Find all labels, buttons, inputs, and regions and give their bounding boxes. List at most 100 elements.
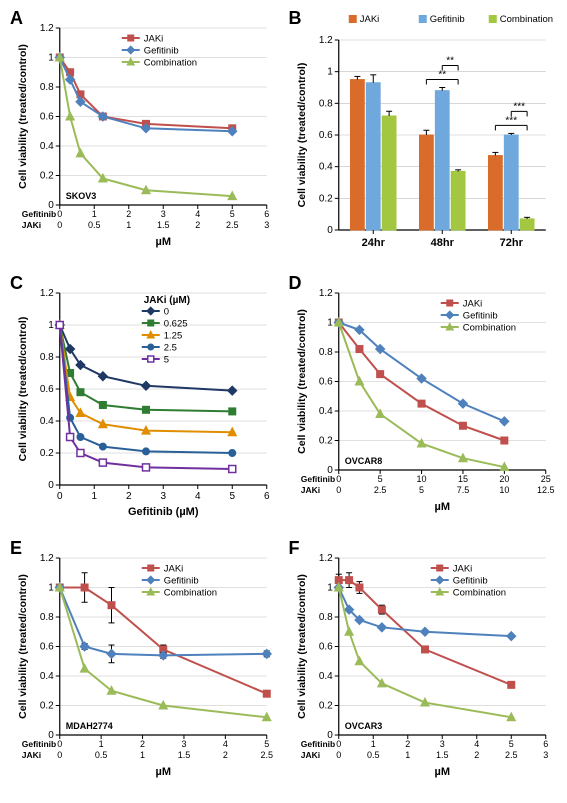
panel-label-D: D — [289, 273, 302, 294]
svg-text:1.2: 1.2 — [318, 288, 332, 299]
svg-text:0.8: 0.8 — [40, 612, 54, 623]
svg-text:4: 4 — [195, 209, 200, 219]
svg-text:5: 5 — [164, 355, 169, 366]
svg-text:1.2: 1.2 — [40, 553, 54, 564]
svg-text:0: 0 — [164, 307, 169, 318]
svg-text:3: 3 — [264, 220, 269, 230]
panel-label-A: A — [10, 8, 23, 29]
panel-A: A00.20.40.60.811.2012345600.511.522.53Ge… — [10, 10, 279, 260]
svg-text:JAKi: JAKi — [462, 299, 482, 310]
svg-text:1: 1 — [126, 220, 131, 230]
svg-text:Cell viability (treated/contro: Cell viability (treated/control) — [295, 309, 307, 454]
svg-text:0.5: 0.5 — [366, 750, 379, 760]
svg-text:2: 2 — [405, 739, 410, 749]
svg-text:0: 0 — [57, 491, 63, 502]
svg-text:6: 6 — [264, 209, 269, 219]
svg-text:1: 1 — [99, 739, 104, 749]
svg-text:1: 1 — [48, 583, 54, 594]
panel-F: F00.20.40.60.811.2012345600.511.522.53Ge… — [289, 540, 558, 790]
svg-text:**: ** — [446, 56, 454, 67]
svg-text:SKOV3: SKOV3 — [66, 191, 97, 201]
panel-label-B: B — [289, 8, 302, 29]
svg-text:2.5: 2.5 — [164, 343, 177, 354]
svg-text:***: *** — [513, 101, 525, 112]
svg-text:JAKi (µM): JAKi (µM) — [144, 295, 190, 306]
svg-text:6: 6 — [543, 739, 548, 749]
svg-text:2.5: 2.5 — [260, 750, 273, 760]
svg-text:JAKi: JAKi — [300, 750, 319, 760]
svg-text:Cell viability (treated/contro: Cell viability (treated/control) — [17, 44, 29, 189]
svg-text:Gefitinib: Gefitinib — [22, 739, 56, 749]
panel-C: C00.20.40.60.811.20123456Gefitinib (µM)C… — [10, 275, 279, 525]
svg-text:3: 3 — [543, 750, 548, 760]
svg-text:1: 1 — [327, 67, 333, 78]
svg-text:1.25: 1.25 — [164, 331, 183, 342]
svg-text:0: 0 — [327, 225, 333, 236]
svg-text:0.6: 0.6 — [318, 377, 332, 388]
panel-B: B00.20.40.60.811.224hr48hr72hrCell viabi… — [289, 10, 558, 260]
svg-text:0.2: 0.2 — [318, 701, 332, 712]
svg-text:2: 2 — [223, 750, 228, 760]
svg-text:JAKi: JAKi — [22, 220, 41, 230]
svg-text:1.2: 1.2 — [318, 35, 332, 46]
svg-text:3: 3 — [181, 739, 186, 749]
svg-text:1: 1 — [370, 739, 375, 749]
svg-text:JAKi: JAKi — [300, 485, 319, 495]
svg-text:Cell viability (treated/contro: Cell viability (treated/control) — [17, 574, 29, 719]
svg-text:1: 1 — [92, 209, 97, 219]
svg-text:µM: µM — [434, 766, 450, 778]
svg-text:0.5: 0.5 — [95, 750, 108, 760]
svg-text:0.4: 0.4 — [318, 162, 332, 173]
svg-text:1: 1 — [140, 750, 145, 760]
svg-text:Gefitinib: Gefitinib — [429, 14, 464, 25]
svg-text:OVCAR3: OVCAR3 — [344, 721, 382, 731]
svg-text:2.5: 2.5 — [373, 485, 386, 495]
svg-text:Cell viability (treated/contro: Cell viability (treated/control) — [295, 574, 307, 719]
svg-text:JAKi: JAKi — [164, 564, 184, 575]
svg-text:7.5: 7.5 — [456, 485, 469, 495]
panel-label-F: F — [289, 538, 300, 559]
svg-text:10: 10 — [416, 474, 426, 484]
svg-text:1.5: 1.5 — [178, 750, 191, 760]
svg-text:3: 3 — [161, 209, 166, 219]
svg-text:1: 1 — [91, 491, 97, 502]
svg-text:2: 2 — [195, 220, 200, 230]
svg-text:MDAH2774: MDAH2774 — [66, 721, 113, 731]
svg-text:0.6: 0.6 — [318, 130, 332, 141]
svg-text:0.625: 0.625 — [164, 319, 188, 330]
svg-text:24hr: 24hr — [361, 237, 385, 249]
svg-text:3: 3 — [439, 739, 444, 749]
svg-text:2.5: 2.5 — [226, 220, 239, 230]
svg-text:5: 5 — [419, 485, 424, 495]
svg-text:5: 5 — [377, 474, 382, 484]
svg-text:1: 1 — [48, 53, 54, 64]
svg-text:0: 0 — [57, 220, 62, 230]
svg-text:5: 5 — [508, 739, 513, 749]
svg-text:JAKi: JAKi — [22, 750, 41, 760]
svg-text:0.4: 0.4 — [40, 141, 54, 152]
svg-text:2: 2 — [140, 739, 145, 749]
svg-text:***: *** — [505, 115, 517, 126]
svg-text:0.8: 0.8 — [318, 98, 332, 109]
svg-text:µM: µM — [155, 236, 171, 248]
svg-text:µM: µM — [434, 501, 450, 513]
svg-text:0.8: 0.8 — [318, 347, 332, 358]
svg-text:48hr: 48hr — [430, 237, 454, 249]
svg-text:5: 5 — [230, 209, 235, 219]
figure-grid: A00.20.40.60.811.2012345600.511.522.53Ge… — [10, 10, 557, 790]
svg-text:µM: µM — [155, 766, 171, 778]
svg-text:1.5: 1.5 — [157, 220, 170, 230]
svg-text:4: 4 — [223, 739, 228, 749]
svg-text:5: 5 — [229, 491, 235, 502]
svg-text:1: 1 — [405, 750, 410, 760]
panel-D: D00.20.40.60.811.2051015202502.557.51012… — [289, 275, 558, 525]
svg-text:0.4: 0.4 — [318, 671, 332, 682]
svg-text:0.2: 0.2 — [318, 193, 332, 204]
panel-label-E: E — [10, 538, 22, 559]
svg-text:0: 0 — [336, 474, 341, 484]
svg-text:0.8: 0.8 — [40, 352, 54, 363]
svg-text:Cell viability (treated/contro: Cell viability (treated/control) — [17, 317, 29, 462]
svg-text:10: 10 — [499, 485, 509, 495]
svg-text:0.2: 0.2 — [40, 171, 54, 182]
svg-text:**: ** — [438, 70, 446, 81]
